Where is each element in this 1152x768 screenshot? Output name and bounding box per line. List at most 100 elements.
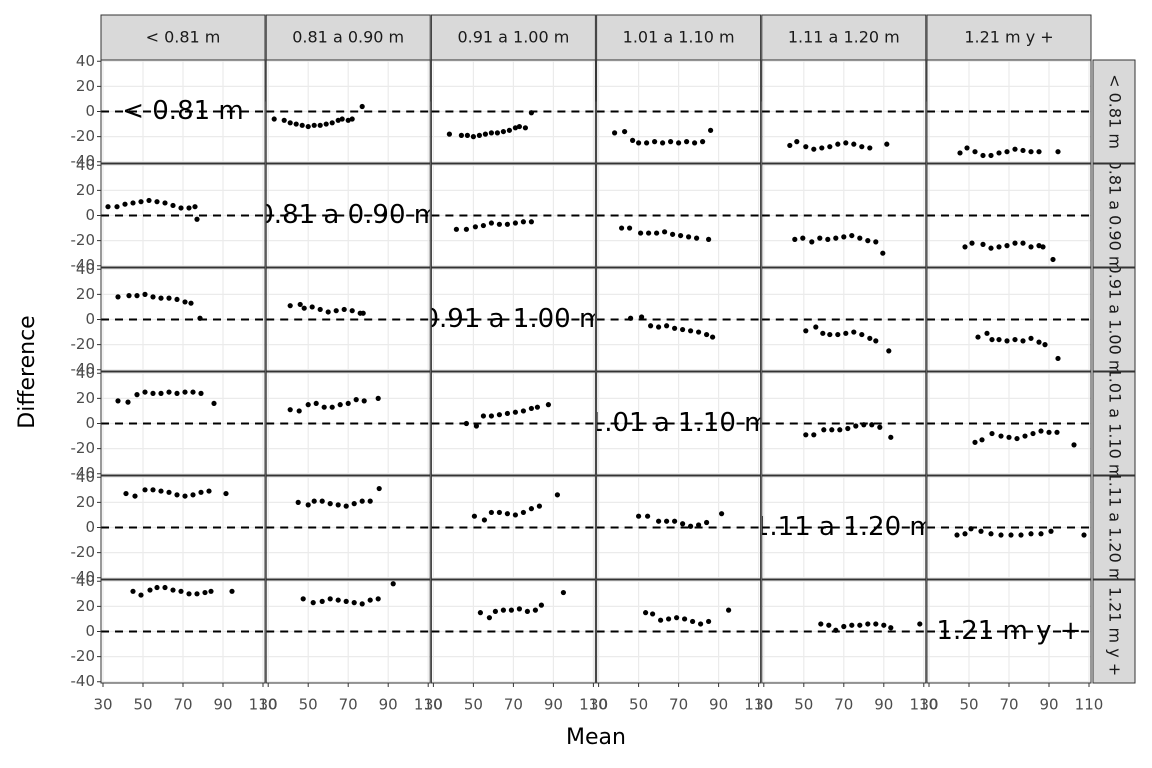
- point: [645, 513, 651, 519]
- point: [325, 309, 331, 315]
- x-tick-label: 70: [504, 696, 523, 714]
- point: [182, 299, 188, 305]
- point: [524, 608, 531, 615]
- strip-label: 0.81 a 0.90 m: [292, 28, 404, 47]
- point: [504, 511, 510, 517]
- point: [309, 304, 315, 310]
- point: [1028, 244, 1034, 250]
- point: [390, 581, 396, 587]
- point: [520, 509, 527, 516]
- point: [194, 216, 200, 222]
- x-tick-label: 30: [424, 696, 443, 714]
- point: [132, 493, 138, 499]
- point: [496, 509, 502, 516]
- point: [873, 239, 879, 245]
- diagonal-label: < 0.81 m: [122, 96, 244, 126]
- point: [867, 335, 873, 341]
- point: [996, 150, 1002, 156]
- point: [1071, 442, 1077, 448]
- point: [114, 204, 120, 210]
- x-tick-label: 70: [173, 696, 192, 714]
- point: [692, 140, 698, 146]
- y-tick-label: 20: [76, 597, 95, 615]
- point: [821, 427, 827, 433]
- panel-border: [761, 59, 927, 164]
- y-tick-label: 20: [76, 389, 95, 407]
- diagonal-label: 1.01 a 1.10 m: [588, 408, 770, 438]
- point: [186, 205, 192, 211]
- point: [329, 120, 335, 126]
- point: [996, 244, 1002, 250]
- point: [682, 616, 688, 622]
- point: [984, 330, 990, 336]
- point: [486, 615, 492, 621]
- panel-border: [926, 371, 1092, 476]
- point: [726, 607, 732, 613]
- point: [329, 404, 335, 410]
- point: [646, 230, 652, 236]
- point: [696, 522, 702, 528]
- point: [516, 606, 523, 612]
- point: [126, 293, 132, 299]
- point: [528, 506, 535, 512]
- point: [680, 521, 686, 527]
- point: [534, 404, 541, 410]
- point: [295, 499, 301, 505]
- point: [488, 509, 494, 516]
- point: [628, 315, 634, 321]
- point: [343, 598, 349, 604]
- point: [803, 144, 809, 150]
- strip-background: [1092, 475, 1136, 580]
- strip-label: 1.01 a 1.10 m: [623, 28, 735, 47]
- point: [688, 328, 694, 334]
- strip-label: 0.91 a 1.00 m: [1106, 264, 1125, 376]
- point: [792, 236, 798, 242]
- point: [508, 607, 514, 613]
- point: [884, 141, 890, 147]
- point: [211, 400, 217, 407]
- point: [287, 407, 293, 413]
- point: [480, 413, 486, 419]
- point: [188, 300, 194, 306]
- point: [229, 588, 235, 594]
- panel-border: [430, 163, 596, 268]
- point: [142, 291, 148, 297]
- point: [480, 222, 486, 229]
- point: [800, 235, 806, 241]
- x-tick-label: 50: [299, 696, 318, 714]
- point: [644, 140, 650, 146]
- y-tick-label: -20: [71, 335, 96, 353]
- point: [1028, 335, 1034, 341]
- y-tick-label: 20: [76, 77, 95, 95]
- point: [520, 219, 527, 225]
- panel-border: [926, 267, 1092, 372]
- point: [809, 239, 815, 245]
- point: [837, 427, 843, 433]
- point: [1038, 531, 1044, 537]
- panel-border: [265, 163, 431, 268]
- point: [349, 308, 355, 314]
- point: [134, 293, 140, 299]
- point: [656, 518, 662, 524]
- point: [178, 588, 184, 594]
- y-tick-label: -20: [71, 127, 96, 145]
- panel-border: [265, 475, 431, 580]
- point: [664, 323, 670, 329]
- panel-border: [926, 59, 1092, 164]
- point: [867, 145, 873, 151]
- point: [492, 608, 498, 615]
- point: [341, 306, 347, 313]
- point: [972, 149, 978, 155]
- point: [192, 204, 198, 210]
- y-tick-label: -40: [71, 256, 96, 274]
- point: [512, 125, 519, 131]
- x-tick-label: 70: [834, 696, 853, 714]
- point: [1012, 336, 1018, 343]
- point: [130, 588, 136, 594]
- x-tick-label: 90: [544, 696, 563, 714]
- y-tick-label: 40: [76, 260, 95, 278]
- point: [954, 532, 960, 538]
- point: [321, 404, 327, 410]
- point: [660, 140, 666, 146]
- point: [472, 224, 478, 230]
